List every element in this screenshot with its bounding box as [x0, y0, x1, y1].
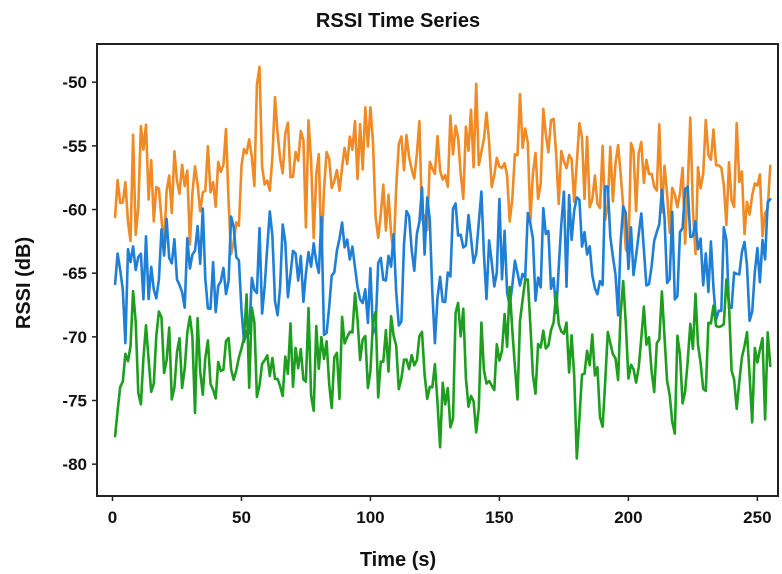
x-tick-label: 100 [356, 508, 384, 527]
series-line-3 [113, 278, 772, 460]
y-axis-label: RSSI (dB) [13, 237, 35, 329]
plot-area [113, 65, 772, 460]
y-tick-label: -65 [62, 264, 87, 283]
y-tick-label: -80 [62, 455, 87, 474]
x-tick-label: 150 [485, 508, 513, 527]
y-tick-label: -55 [62, 137, 87, 156]
series-line-1 [113, 65, 772, 256]
x-tick-label: 200 [614, 508, 642, 527]
y-tick-label: -70 [62, 328, 87, 347]
axes: 0 50 100 150 200 250 -50 -55 -60 -65 -70 -75 -80 [62, 43, 779, 527]
x-axis-label: Time (s) [360, 549, 436, 571]
chart-title: RSSI Time Series [316, 10, 480, 32]
x-tick-label: 50 [232, 508, 251, 527]
y-tick-label: -75 [62, 392, 87, 411]
series-line-2 [113, 185, 772, 345]
y-tick-label: -50 [62, 73, 87, 92]
y-tick-label: -60 [62, 201, 87, 220]
x-tick-label: 250 [743, 508, 771, 527]
plot-frame [96, 43, 779, 497]
x-tick-label: 0 [108, 508, 117, 527]
